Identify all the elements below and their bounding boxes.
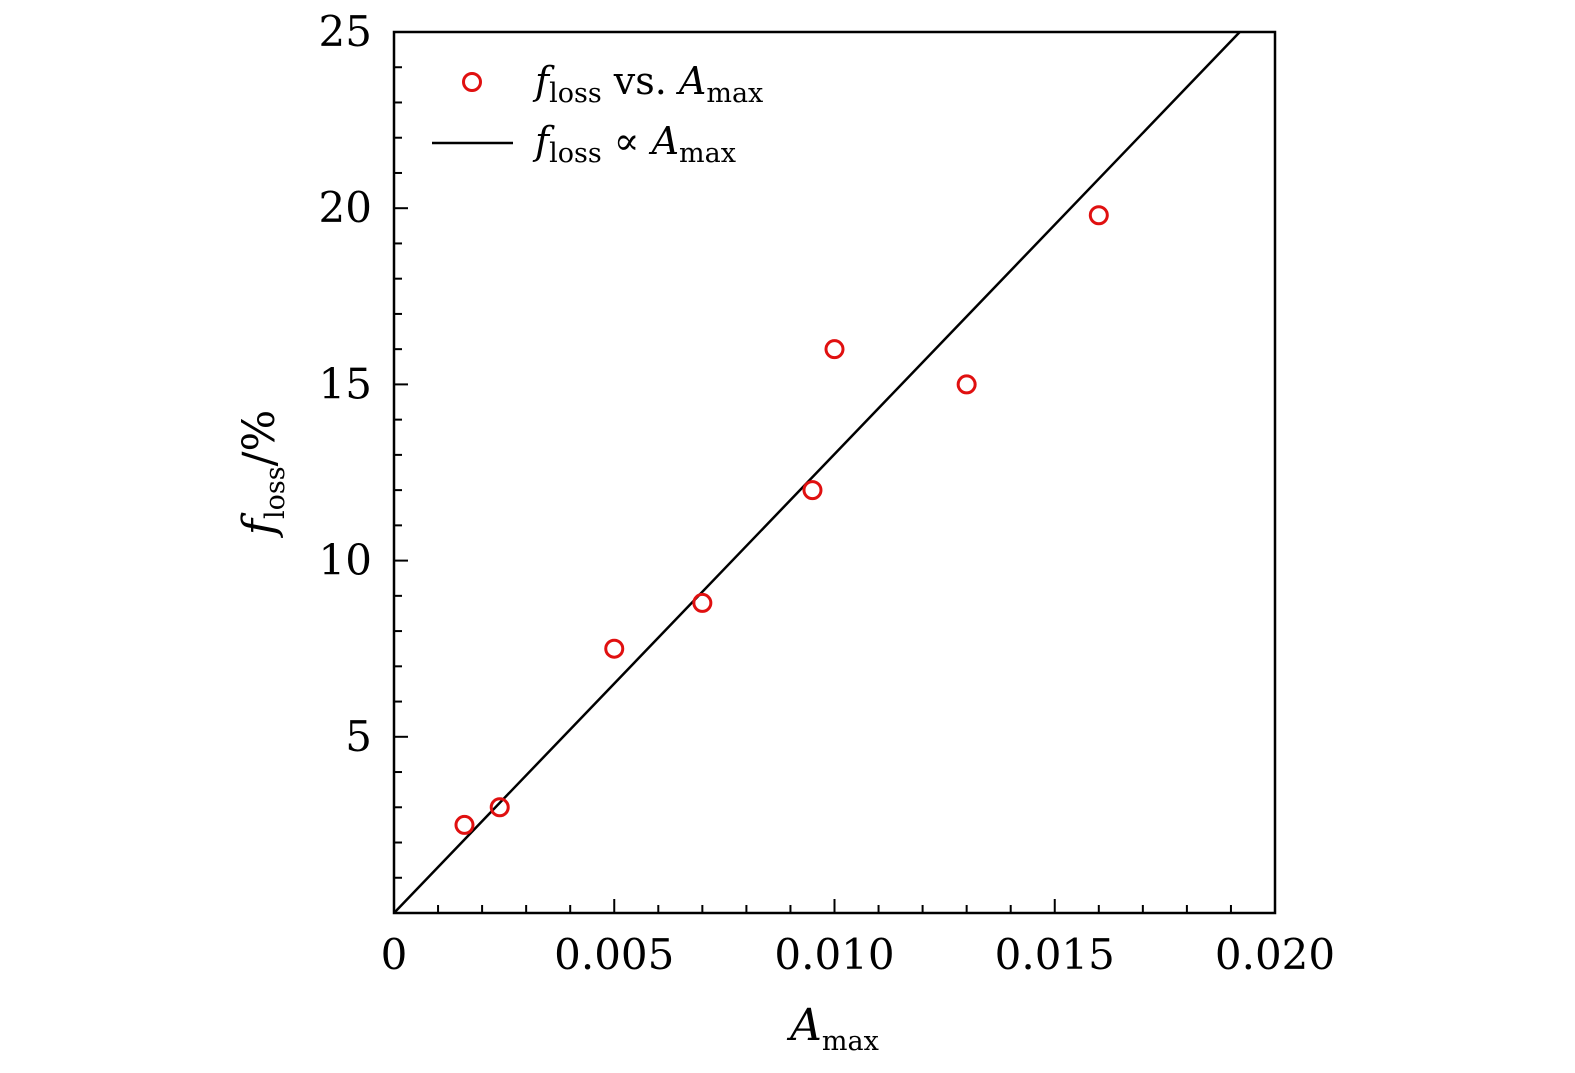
data-point	[824, 339, 845, 360]
legend-entry-line: floss ∝ Amax	[532, 119, 736, 169]
y-tick-label: 20	[319, 183, 372, 232]
y-axis-label: floss/%	[234, 410, 291, 539]
y-tick-label: 15	[319, 359, 372, 408]
data-point	[956, 374, 977, 395]
x-tick-label: 0	[381, 930, 408, 979]
marks	[393, 31, 1241, 914]
data-point	[604, 638, 625, 659]
data-point	[1088, 205, 1109, 226]
y-tick-label: 5	[345, 712, 372, 761]
fit-line	[393, 31, 1241, 914]
ticks	[393, 31, 1276, 914]
legend-marker-scatter	[462, 72, 482, 92]
legend-entry-scatter: floss vs. Amax	[532, 59, 763, 109]
y-tick-label: 25	[319, 7, 372, 56]
data-point	[802, 480, 823, 501]
x-axis-label: Amax	[786, 1000, 879, 1057]
x-tick-label: 0.005	[554, 930, 674, 979]
data-point	[454, 814, 475, 835]
x-tick-label: 0.015	[995, 930, 1115, 979]
data-point	[489, 797, 510, 818]
x-tick-label: 0.010	[774, 930, 894, 979]
plot-frame	[392, 30, 1277, 915]
y-tick-label: 10	[319, 536, 372, 585]
tick-labels: 0 0.005 0.010 0.015 0.020 5 10 15 20 25	[319, 7, 1336, 979]
x-tick-label: 0.020	[1215, 930, 1335, 979]
data-point	[692, 592, 713, 613]
legend: floss vs. Amax floss ∝ Amax	[432, 59, 763, 169]
